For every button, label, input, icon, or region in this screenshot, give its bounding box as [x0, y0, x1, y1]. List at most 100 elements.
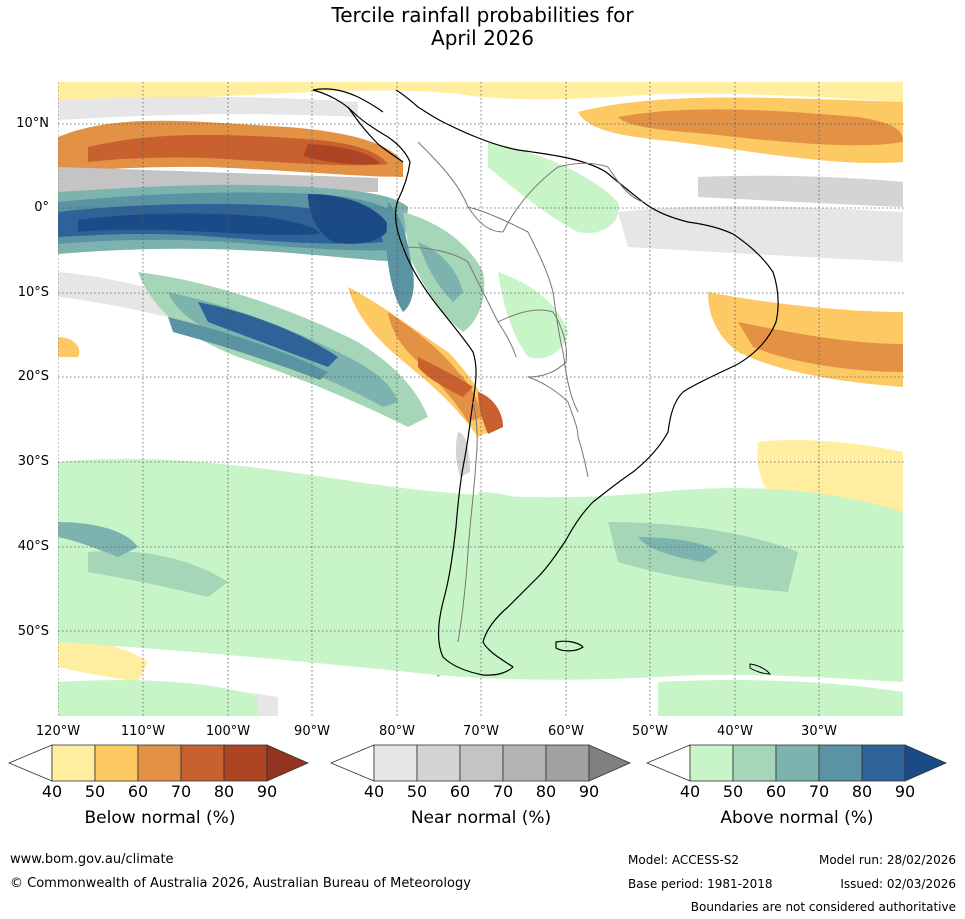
border-peru	[402, 246, 517, 358]
above-normal-regions	[58, 142, 903, 716]
near-atlantic	[618, 206, 903, 262]
above-diagonal-core	[198, 302, 338, 367]
near-band-north	[58, 96, 358, 120]
cbar-above-swatch-4	[818, 744, 863, 782]
cbar-above-tick-80: 80	[851, 782, 873, 801]
above-southwest-bottom	[58, 680, 258, 716]
lon-label-60w: 60°W	[548, 724, 584, 739]
border-venezuela	[502, 162, 609, 233]
cbar-below-swatch-4	[180, 744, 225, 782]
colorbar-above-normal	[646, 744, 947, 782]
cbar-below-swatch-3	[137, 744, 182, 782]
cbar-above-arrow-left	[646, 744, 691, 782]
cbar-below-swatch-1	[51, 744, 96, 782]
footer-base-period: Base period: 1981-2018	[628, 877, 773, 891]
cbar-below-label: Below normal (%)	[84, 808, 236, 828]
title-line-1: Tercile rainfall probabilities for	[331, 3, 634, 27]
cbar-below-tick-60: 60	[127, 782, 149, 801]
cbar-above-tick-90: 90	[894, 782, 916, 801]
colorbar-near-normal	[330, 744, 631, 782]
near-chile-south	[455, 432, 470, 477]
border-colombia	[417, 141, 504, 233]
south-america-coastline	[312, 89, 779, 676]
lat-label-10n: 10°N	[16, 116, 49, 131]
lon-label-70w: 70°W	[463, 724, 499, 739]
above-galapagos-peak	[308, 194, 390, 244]
lon-label-40w: 40°W	[717, 724, 753, 739]
cbar-near-swatch-5	[545, 744, 590, 782]
central-america-coastline	[312, 88, 404, 163]
below-chile-central	[478, 392, 503, 434]
cbar-below-arrow-left	[8, 744, 53, 782]
above-argentina	[478, 492, 558, 552]
cbar-above-swatch-3	[775, 744, 820, 782]
cbar-near-arrow-right	[588, 744, 631, 782]
border-guianas	[607, 166, 644, 203]
lat-label-30s: 30°S	[17, 454, 49, 469]
lat-label-40s: 40°S	[17, 539, 49, 554]
above-southern-ocean	[58, 458, 903, 682]
map-canvas	[58, 82, 904, 716]
cbar-below-tick-40: 40	[41, 782, 63, 801]
footer-issued: Issued: 02/03/2026	[840, 877, 956, 891]
cbar-near-label: Near normal (%)	[410, 808, 552, 828]
cbar-above-label: Above normal (%)	[720, 808, 874, 828]
cbar-near-swatch-3	[459, 744, 504, 782]
cbar-near-arrow-left	[330, 744, 375, 782]
cbar-near-tick-90: 90	[578, 782, 600, 801]
cbar-above-tick-40: 40	[679, 782, 701, 801]
cbar-below-tick-80: 80	[213, 782, 235, 801]
cbar-below-swatch-2	[94, 744, 139, 782]
cbar-above-swatch-2	[732, 744, 777, 782]
country-borders	[402, 141, 644, 643]
cbar-near-swatch-2	[416, 744, 461, 782]
below-atlantic-east-core	[738, 322, 903, 372]
below-atlantic-north-core	[618, 109, 903, 146]
near-atlantic-2	[698, 175, 903, 207]
footer-disclaimer: Boundaries are not considered authoritat…	[690, 900, 956, 914]
above-southern-ocean-core	[88, 551, 228, 597]
footer-model-run: Model run: 28/02/2026	[818, 853, 956, 867]
below-west-patch	[58, 337, 80, 357]
below-southwest	[58, 640, 148, 682]
cbar-near-tick-70: 70	[492, 782, 514, 801]
above-brazil-north	[488, 142, 619, 233]
lon-label-30w: 30°W	[801, 724, 837, 739]
lon-label-120w: 120°W	[35, 724, 81, 739]
cbar-above-swatch-5	[861, 744, 906, 782]
cbar-near-tick-50: 50	[406, 782, 428, 801]
near-band-equator	[58, 167, 378, 192]
cbar-above-swatch-1	[689, 744, 734, 782]
colorbar-below-normal	[8, 744, 309, 782]
above-southeast-bottom	[658, 680, 903, 716]
cbar-below-tick-70: 70	[170, 782, 192, 801]
footer-copyright: © Commonwealth of Australia 2026, Austra…	[10, 876, 471, 891]
footer-url[interactable]: www.bom.gov.au/climate	[10, 852, 174, 867]
lat-label-10s: 10°S	[17, 285, 49, 300]
falkland-islands	[555, 640, 584, 652]
border-uruguay	[577, 436, 589, 478]
lat-label-20s: 20°S	[17, 369, 49, 384]
footer-model: Model: ACCESS-S2	[628, 853, 740, 867]
lon-label-80w: 80°W	[379, 724, 415, 739]
cbar-below-arrow-right	[266, 744, 309, 782]
lat-label-50s: 50°S	[17, 624, 49, 639]
border-argentina-chile	[457, 401, 478, 643]
cbar-near-swatch-1	[373, 744, 418, 782]
cbar-near-tick-40: 40	[363, 782, 385, 801]
cbar-above-tick-60: 60	[765, 782, 787, 801]
above-south-atlantic-core	[638, 537, 718, 562]
cbar-below-tick-50: 50	[84, 782, 106, 801]
above-amazon-west-core	[418, 242, 463, 302]
border-paraguay	[527, 376, 579, 438]
lat-lon-grid	[58, 82, 904, 716]
below-peru-peak	[418, 357, 473, 397]
title-line-2: April 2026	[431, 26, 534, 50]
lon-label-90w: 90°W	[294, 724, 330, 739]
above-diagonal-core-2	[168, 317, 328, 380]
cbar-near-tick-60: 60	[449, 782, 471, 801]
cbar-below-tick-90: 90	[256, 782, 278, 801]
above-southwest-core-2	[58, 522, 138, 557]
cbar-near-swatch-4	[502, 744, 547, 782]
below-band-north-edge	[58, 82, 903, 107]
